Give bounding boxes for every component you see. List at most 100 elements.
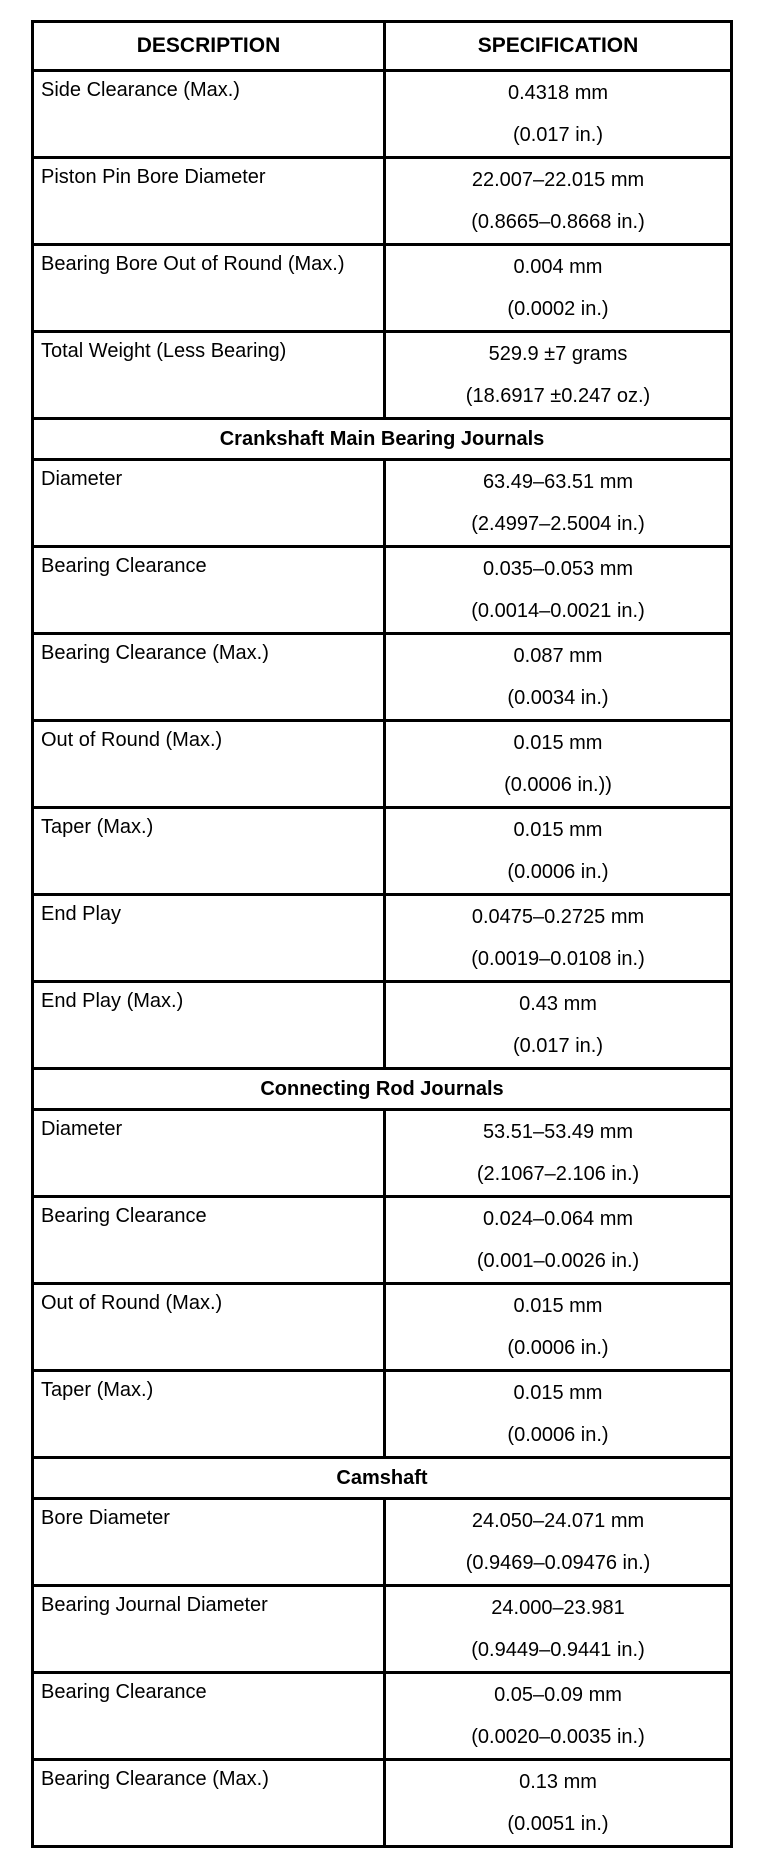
table-row: Bearing Clearance (Max.) 0.13 mm (0.0051 i…: [31, 1758, 733, 1848]
specification-cell: 0.015 mm (0.0006 in.): [383, 1282, 733, 1372]
section-title: Camshaft: [31, 1456, 733, 1500]
imperial-value: (0.0002 in.): [507, 298, 609, 320]
section-title: Connecting Rod Journals: [31, 1067, 733, 1111]
specification-cell: 0.015 mm (0.0006 in.): [383, 806, 733, 896]
metric-value: 529.9 ±7 grams: [488, 343, 628, 365]
description-cell: Bearing Clearance (Max.): [31, 632, 386, 722]
specification-cell: 0.004 mm (0.0002 in.): [383, 243, 733, 333]
metric-value: 0.015 mm: [513, 1295, 603, 1317]
imperial-value: (0.0014–0.0021 in.): [471, 600, 645, 622]
metric-value: 0.004 mm: [513, 256, 603, 278]
specification-cell: 529.9 ±7 grams (18.6917 ±0.247 oz.): [383, 330, 733, 420]
table-row: End Play 0.0475–0.2725 mm (0.0019–0.0108 i…: [31, 893, 733, 983]
imperial-value: (2.1067–2.106 in.): [476, 1163, 640, 1185]
table-row: Taper (Max.) 0.015 mm (0.0006 in.): [31, 1369, 733, 1459]
specification-cell: 0.035–0.053 mm (0.0014–0.0021 in.): [383, 545, 733, 635]
metric-value: 0.0475–0.2725 mm: [471, 906, 645, 928]
imperial-value: (0.0020–0.0035 in.): [471, 1726, 645, 1748]
metric-value: 24.050–24.071 mm: [471, 1510, 645, 1532]
imperial-value: (0.0051 in.): [507, 1813, 609, 1835]
specification-cell: 63.49–63.51 mm (2.4997–2.5004 in.): [383, 458, 733, 548]
metric-value: 0.13 mm: [519, 1771, 597, 1793]
specification-table: DESCRIPTION SPECIFICATION Side Clearance…: [31, 20, 733, 1848]
specification-cell: 0.087 mm (0.0034 in.): [383, 632, 733, 722]
description-cell: Taper (Max.): [31, 1369, 386, 1459]
section-header-row: Camshaft: [31, 1456, 733, 1500]
metric-value: 22.007–22.015 mm: [471, 169, 645, 191]
header-row: DESCRIPTION SPECIFICATION: [31, 20, 733, 72]
table-row: Bearing Journal Diameter 24.000–23.981 (0.…: [31, 1584, 733, 1674]
description-cell: End Play (Max.): [31, 980, 386, 1070]
imperial-value: (0.0006 in.): [507, 1337, 609, 1359]
metric-value: 0.4318 mm: [507, 82, 609, 104]
description-cell: Taper (Max.): [31, 806, 386, 896]
specification-cell: 0.024–0.064 mm (0.001–0.0026 in.): [383, 1195, 733, 1285]
table-row: Side Clearance (Max.) 0.4318 mm (0.017 in.…: [31, 69, 733, 159]
imperial-value: (0.0006 in.)): [504, 774, 612, 796]
description-cell: Bearing Clearance: [31, 1671, 386, 1761]
table-row: Bearing Clearance 0.05–0.09 mm (0.0020–0.0…: [31, 1671, 733, 1761]
metric-value: 0.015 mm: [513, 819, 603, 841]
specification-cell: 0.0475–0.2725 mm (0.0019–0.0108 in.): [383, 893, 733, 983]
metric-value: 0.024–0.064 mm: [482, 1208, 634, 1230]
table-row: End Play (Max.) 0.43 mm (0.017 in.): [31, 980, 733, 1070]
table-row: Bearing Bore Out of Round (Max.) 0.004 mm…: [31, 243, 733, 333]
metric-value: 53.51–53.49 mm: [482, 1121, 634, 1143]
metric-value: 0.035–0.053 mm: [482, 558, 634, 580]
section-title: Crankshaft Main Bearing Journals: [31, 417, 733, 461]
imperial-value: (0.017 in.): [512, 124, 604, 146]
specification-cell: 0.13 mm (0.0051 in.): [383, 1758, 733, 1848]
metric-value: 0.015 mm: [513, 732, 603, 754]
description-cell: Diameter: [31, 1108, 386, 1198]
table-row: Taper (Max.) 0.015 mm (0.0006 in.): [31, 806, 733, 896]
metric-value: 0.05–0.09 mm: [494, 1684, 622, 1706]
imperial-value: (0.0019–0.0108 in.): [471, 948, 645, 970]
description-cell: Bearing Journal Diameter: [31, 1584, 386, 1674]
specification-cell: 24.000–23.981 (0.9449–0.9441 in.): [383, 1584, 733, 1674]
imperial-value: (0.0034 in.): [507, 687, 609, 709]
imperial-value: (0.8665–0.8668 in.): [471, 211, 645, 233]
specification-cell: 0.4318 mm (0.017 in.): [383, 69, 733, 159]
imperial-value: (0.0006 in.): [507, 1424, 609, 1446]
specification-cell: 0.015 mm (0.0006 in.): [383, 1369, 733, 1459]
description-cell: Out of Round (Max.): [31, 719, 386, 809]
specification-cell: 0.015 mm (0.0006 in.)): [383, 719, 733, 809]
imperial-value: (0.0006 in.): [507, 861, 609, 883]
description-cell: Out of Round (Max.): [31, 1282, 386, 1372]
section-header-row: Connecting Rod Journals: [31, 1067, 733, 1111]
imperial-value: (0.9449–0.9441 in.): [471, 1639, 645, 1661]
table-row: Out of Round (Max.) 0.015 mm (0.0006 in.)): [31, 719, 733, 809]
specification-cell: 22.007–22.015 mm (0.8665–0.8668 in.): [383, 156, 733, 246]
metric-value: 24.000–23.981: [491, 1597, 625, 1619]
table-row: Total Weight (Less Bearing) 529.9 ±7 gram…: [31, 330, 733, 420]
description-cell: Diameter: [31, 458, 386, 548]
specification-cell: 0.05–0.09 mm (0.0020–0.0035 in.): [383, 1671, 733, 1761]
imperial-value: (18.6917 ±0.247 oz.): [465, 385, 651, 407]
description-cell: Side Clearance (Max.): [31, 69, 386, 159]
table-row: Bearing Clearance (Max.) 0.087 mm (0.0034 …: [31, 632, 733, 722]
description-cell: Bearing Clearance: [31, 1195, 386, 1285]
metric-value: 0.43 mm: [519, 993, 597, 1015]
specification-cell: 0.43 mm (0.017 in.): [383, 980, 733, 1070]
specification-cell: 24.050–24.071 mm (0.9469–0.09476 in.): [383, 1497, 733, 1587]
description-cell: End Play: [31, 893, 386, 983]
specification-cell: 53.51–53.49 mm (2.1067–2.106 in.): [383, 1108, 733, 1198]
imperial-value: (0.017 in.): [512, 1035, 604, 1057]
section-header-row: Crankshaft Main Bearing Journals: [31, 417, 733, 461]
imperial-value: (0.9469–0.09476 in.): [465, 1552, 651, 1574]
imperial-value: (0.001–0.0026 in.): [476, 1250, 640, 1272]
metric-value: 0.015 mm: [513, 1382, 603, 1404]
description-cell: Bearing Clearance: [31, 545, 386, 635]
metric-value: 63.49–63.51 mm: [482, 471, 634, 493]
table-row: Diameter 63.49–63.51 mm (2.4997–2.5004 in.…: [31, 458, 733, 548]
table-row: Bearing Clearance 0.024–0.064 mm (0.001–0.…: [31, 1195, 733, 1285]
table-row: Piston Pin Bore Diameter 22.007–22.015 mm…: [31, 156, 733, 246]
table-row: Bore Diameter 24.050–24.071 mm (0.9469–0.0…: [31, 1497, 733, 1587]
description-cell: Bearing Clearance (Max.): [31, 1758, 386, 1848]
description-cell: Total Weight (Less Bearing): [31, 330, 386, 420]
table-row: Diameter 53.51–53.49 mm (2.1067–2.106 in.): [31, 1108, 733, 1198]
description-cell: Piston Pin Bore Diameter: [31, 156, 386, 246]
table-row: Bearing Clearance 0.035–0.053 mm (0.0014–0…: [31, 545, 733, 635]
imperial-value: (2.4997–2.5004 in.): [471, 513, 645, 535]
specification-header: SPECIFICATION: [383, 20, 733, 72]
